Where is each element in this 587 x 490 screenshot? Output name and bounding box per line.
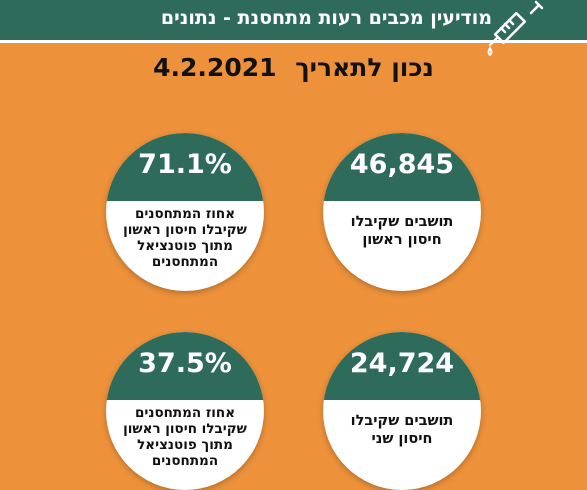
stat-cap [106, 133, 264, 201]
stat-first-dose-residents: 46,845 תושבים שקיבלו חיסון ראשון [323, 133, 481, 291]
stat-value: 46,845 [349, 149, 455, 180]
stat-cap [323, 332, 481, 400]
stat-label: אחוז המתחסנים שקיבלו חיסון ראשון מתוך פו… [123, 206, 247, 270]
stat-second-dose-residents: 24,724 תושבים שקיבלו חיסון שני [323, 332, 481, 490]
date-value: 4.2.2021 [153, 53, 277, 82]
date-label: נכון לתאריך [295, 53, 434, 82]
stat-first-dose-percent: 71.1% אחוז המתחסנים שקיבלו חיסון ראשון מ… [106, 133, 264, 291]
stat-label: תושבים שקיבלו חיסון שני [350, 413, 454, 447]
stat-label: תושבים שקיבלו חיסון ראשון [350, 214, 454, 248]
header-title: מודיעין מכבים רעות מתחסנת - נתונים [160, 7, 492, 29]
stat-value: 24,724 [349, 348, 455, 379]
stat-label: אחוז המתחסנים שקיבלו חיסון ראשון מתוך פו… [123, 405, 247, 469]
stat-cap [106, 332, 264, 400]
header-bar: מודיעין מכבים רעות מתחסנת - נתונים [0, 0, 587, 57]
stat-second-dose-percent: 37.5% אחוז המתחסנים שקיבלו חיסון ראשון מ… [106, 332, 264, 490]
stat-value: 37.5% [138, 348, 232, 379]
date-line: נכון לתאריך 4.2.2021 [0, 53, 587, 82]
stat-value: 71.1% [138, 149, 232, 180]
syringe-icon [487, 0, 544, 57]
stat-cap [323, 133, 481, 201]
